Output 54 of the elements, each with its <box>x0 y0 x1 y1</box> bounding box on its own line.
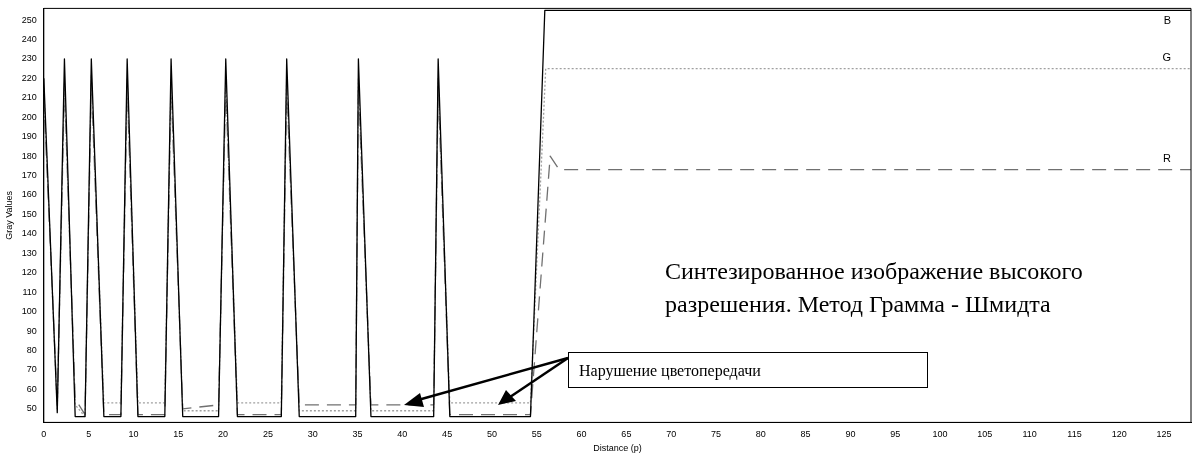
y-tick-label: 210 <box>21 92 37 103</box>
x-tick-label: 65 <box>621 429 632 440</box>
y-tick-label: 180 <box>21 150 37 161</box>
y-tick-label: 120 <box>21 267 37 278</box>
x-tick-label: 60 <box>576 429 587 440</box>
x-tick-label: 125 <box>1156 429 1172 440</box>
y-tick-label: 90 <box>26 325 37 336</box>
x-tick-label: 20 <box>218 429 229 440</box>
x-tick-label: 35 <box>352 429 363 440</box>
y-tick-label: 110 <box>22 286 37 297</box>
x-tick-label: 15 <box>173 429 184 440</box>
x-tick-label: 115 <box>1067 429 1082 440</box>
x-tick-label: 85 <box>800 429 811 440</box>
series-label: B <box>1163 14 1171 27</box>
y-tick-label: 170 <box>21 170 37 181</box>
x-tick-label: 75 <box>710 429 721 440</box>
x-tick-label: 80 <box>755 429 766 440</box>
x-tick-label: 120 <box>1111 429 1127 440</box>
x-tick-label: 45 <box>442 429 453 440</box>
x-tick-label: 100 <box>932 429 948 440</box>
x-tick-label: 55 <box>531 429 542 440</box>
y-tick-label: 130 <box>21 247 37 258</box>
y-tick-label: 190 <box>21 131 37 142</box>
y-tick-label: 250 <box>21 14 37 25</box>
y-tick-label: 220 <box>21 72 37 83</box>
x-tick-label: 5 <box>86 429 92 440</box>
y-tick-label: 50 <box>26 403 37 414</box>
x-tick-label: 70 <box>666 429 677 440</box>
y-tick-label: 240 <box>21 33 37 44</box>
y-tick-label: 100 <box>21 306 37 317</box>
x-tick-label: 30 <box>307 429 318 440</box>
y-tick-label: 230 <box>21 53 37 64</box>
callout-box: Нарушение цветопередачи <box>568 352 928 388</box>
x-tick-label: 90 <box>845 429 856 440</box>
x-tick-label: 40 <box>397 429 408 440</box>
series-label: G <box>1162 50 1171 63</box>
y-tick-label: 70 <box>26 364 37 375</box>
y-tick-label: 150 <box>21 208 37 219</box>
y-tick-label: 140 <box>21 228 37 239</box>
x-tick-label: 10 <box>128 429 139 440</box>
annotation: Синтезированное изображение высокого разрешения. Метод Грамма - Шмидта <box>665 257 1084 319</box>
y-tick-label: 200 <box>21 111 37 122</box>
y-tick-label: 60 <box>26 383 37 394</box>
x-tick-label: 95 <box>890 429 901 440</box>
x-tick-label: 50 <box>486 429 497 440</box>
y-tick-label: 80 <box>26 344 37 355</box>
x-tick-label: 0 <box>41 429 47 440</box>
x-tick-label: 25 <box>262 429 273 440</box>
y-tick-label: 160 <box>21 189 37 200</box>
x-axis-title: Distance (p) <box>593 443 642 454</box>
x-tick-label: 110 <box>1022 429 1037 440</box>
y-axis-title: Gray Values <box>3 190 14 240</box>
series-label: R <box>1163 151 1172 164</box>
x-tick-label: 105 <box>977 429 993 440</box>
